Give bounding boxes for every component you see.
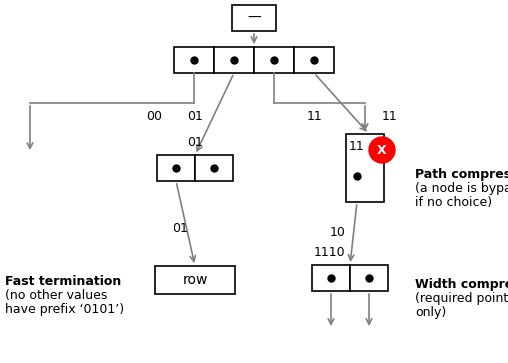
- Text: Fast termination: Fast termination: [5, 275, 121, 288]
- Bar: [232, 5, 276, 31]
- Bar: [174, 47, 214, 73]
- Text: (no other values: (no other values: [5, 289, 107, 302]
- Bar: [346, 134, 384, 202]
- Bar: [155, 266, 235, 294]
- Bar: [195, 155, 233, 181]
- Text: 10: 10: [330, 225, 346, 238]
- Text: 01: 01: [187, 110, 203, 123]
- Text: 11: 11: [349, 139, 365, 152]
- Text: only): only): [415, 306, 446, 319]
- Text: 00: 00: [146, 110, 162, 123]
- Bar: [254, 47, 294, 73]
- Text: —: —: [247, 11, 261, 25]
- Text: row: row: [182, 273, 208, 287]
- Text: if no choice): if no choice): [415, 196, 492, 209]
- Bar: [312, 265, 350, 291]
- Text: X: X: [377, 143, 387, 156]
- Bar: [214, 47, 254, 73]
- Text: Path compression: Path compression: [415, 168, 508, 181]
- Text: 01: 01: [172, 221, 188, 234]
- Text: 01: 01: [187, 136, 203, 150]
- Bar: [294, 47, 334, 73]
- Text: (required pointers: (required pointers: [415, 292, 508, 305]
- Circle shape: [369, 137, 395, 163]
- Text: have prefix ‘0101’): have prefix ‘0101’): [5, 303, 124, 316]
- Bar: [157, 155, 195, 181]
- Bar: [350, 265, 388, 291]
- Text: (a node is bypassed: (a node is bypassed: [415, 182, 508, 195]
- Text: 11: 11: [382, 110, 398, 123]
- Text: Width compression: Width compression: [415, 278, 508, 291]
- Text: 1110: 1110: [314, 246, 345, 260]
- Text: 11: 11: [307, 110, 323, 123]
